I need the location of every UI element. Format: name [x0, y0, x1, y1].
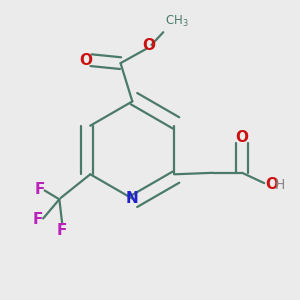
- Text: O: O: [236, 130, 249, 145]
- Text: O: O: [266, 177, 279, 192]
- Text: N: N: [126, 191, 139, 206]
- Text: O: O: [142, 38, 155, 53]
- Text: F: F: [57, 223, 68, 238]
- Text: CH$_3$: CH$_3$: [165, 14, 188, 29]
- Text: F: F: [34, 182, 44, 196]
- Text: H: H: [274, 178, 285, 192]
- Text: F: F: [33, 212, 43, 227]
- Text: O: O: [79, 53, 92, 68]
